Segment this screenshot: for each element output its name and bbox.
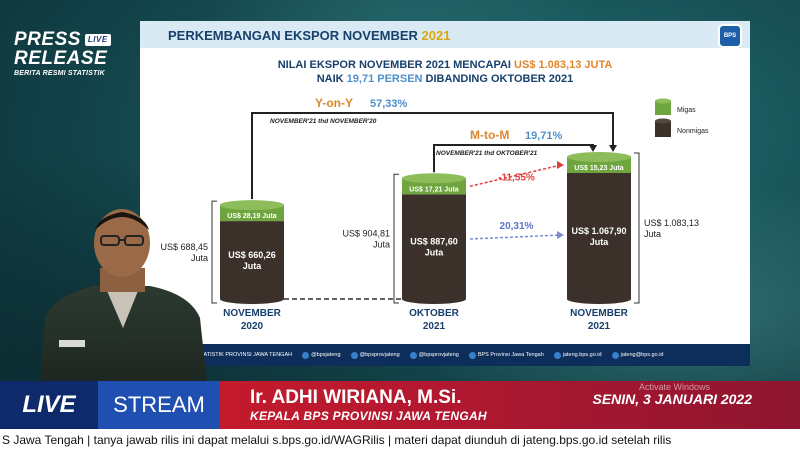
bar-nonmigas — [567, 172, 631, 299]
total-bracket — [634, 152, 640, 304]
bar-base — [220, 294, 284, 304]
category-label: NOVEMBER — [570, 308, 629, 319]
slide-header: PERKEMBANGAN EKSPOR NOVEMBER 2021 BPS — [140, 21, 750, 48]
footer-item: jateng@bps.go.id — [611, 351, 664, 359]
mtm-value: 19,71% — [525, 130, 563, 142]
bar-base — [402, 294, 466, 304]
mtm-label: M-to-M — [470, 128, 509, 142]
nonmigas-value: US$ 660,26 — [228, 250, 276, 260]
legend-migas: Migas — [677, 107, 696, 114]
migas-change-head — [557, 160, 564, 169]
legend-nonmigas-top — [655, 118, 671, 124]
social-icon — [611, 351, 619, 359]
mtm-arrowhead — [589, 144, 597, 152]
yoy-sub: NOVEMBER'21 thd NOVEMBER'20 — [270, 118, 377, 125]
lower-third: LIVE STREAM Ir. ADHI WIRIANA, M.Si. KEPA… — [0, 381, 800, 429]
slide-footer: BADAN PUSAT STATISTIK PROVINSI JAWA TENG… — [140, 344, 750, 366]
bar-top — [220, 200, 284, 211]
footer-item: @bpsprovjateng — [409, 351, 459, 359]
news-ticker: S Jawa Tengah | tanya jawab rilis ini da… — [0, 429, 800, 450]
category-label: NOVEMBER — [223, 308, 282, 319]
bar-top — [567, 151, 631, 162]
migas-label: US$ 15,23 Juta — [574, 165, 624, 172]
total-bracket — [211, 200, 217, 304]
nonmigas-change-arrow — [469, 234, 562, 240]
speaker-role: KEPALA BPS PROVINSI JAWA TENGAH — [250, 409, 487, 423]
legend-migas-top — [655, 98, 671, 104]
legend-nonmigas-swatch — [655, 121, 671, 137]
logo-press: PRESS — [14, 29, 81, 50]
legend-nonmigas: Nonmigas — [677, 128, 709, 135]
mtm-sub: NOVEMBER'21 thd OKTOBER'21 — [436, 150, 538, 157]
category-year: 2021 — [588, 321, 611, 332]
footer-item: jateng.bps.go.id — [553, 351, 602, 359]
headline-growth: NAIK 19,71 PERSEN DIBANDING OKTOBER 2021 — [316, 73, 574, 85]
total-bracket — [393, 173, 399, 304]
yoy-value: 57,33% — [370, 98, 408, 110]
total-unit: Juta — [373, 240, 390, 250]
speaker-name: Ir. ADHI WIRIANA, M.Si. — [250, 387, 462, 408]
bps-logo-icon: BPS — [718, 24, 742, 48]
category-label: OKTOBER — [409, 308, 460, 319]
live-label: LIVE — [0, 381, 98, 429]
nonmigas-change: 20,31% — [500, 221, 534, 232]
windows-watermark: Activate Windows — [638, 382, 710, 392]
migas-change: -11,55% — [498, 172, 535, 183]
total-unit: Juta — [644, 229, 661, 239]
social-icon — [409, 351, 417, 359]
migas-label: US$ 17,21 Juta — [409, 186, 459, 193]
social-icon — [350, 351, 358, 359]
headline-value: NILAI EKSPOR NOVEMBER 2021 MENCAPAI US$ … — [277, 59, 613, 71]
speaker-box: Ir. ADHI WIRIANA, M.Si. KEPALA BPS PROVI… — [220, 381, 800, 429]
footer-item: @bpsjateng — [302, 351, 341, 359]
stream-label: STREAM — [98, 381, 220, 429]
broadcast-date: SENIN, 3 JANUARI 2022 — [592, 391, 752, 407]
category-year: 2020 — [241, 321, 264, 332]
nonmigas-unit: Juta — [243, 261, 263, 271]
bar-nonmigas — [402, 194, 466, 299]
category-year: 2021 — [423, 321, 446, 332]
social-icon — [468, 351, 476, 359]
nonmigas-unit: Juta — [590, 237, 610, 247]
logo-release: RELEASE — [14, 48, 108, 69]
social-icon — [553, 351, 561, 359]
total-value: US$ 1.083,13 — [644, 218, 699, 228]
nonmigas-unit: Juta — [425, 248, 445, 258]
press-release-logo: PRESS LIVE RELEASE BERITA RESMI STATISTIK — [14, 30, 124, 77]
migas-change-arrow — [469, 164, 562, 187]
presenter-video — [40, 209, 207, 384]
bar-top — [402, 173, 466, 184]
legend-migas-swatch — [655, 101, 671, 115]
footer-item: @bpsprovjateng — [350, 351, 400, 359]
social-icon — [302, 351, 310, 359]
total-value: US$ 688,45 — [160, 242, 208, 252]
yoy-arrow — [251, 112, 614, 200]
logo-live-badge: LIVE — [84, 33, 111, 46]
nonmigas-change-head — [557, 231, 564, 239]
footer-item: BPS Provinsi Jawa Tengah — [468, 351, 544, 359]
total-value: US$ 904,81 — [342, 229, 390, 239]
nonmigas-value: US$ 887,60 — [410, 237, 458, 247]
presentation-slide: PERKEMBANGAN EKSPOR NOVEMBER 2021 BPS NI… — [140, 21, 750, 366]
total-unit: Juta — [191, 253, 208, 263]
yoy-label: Y-on-Y — [315, 96, 353, 110]
nonmigas-value: US$ 1.067,90 — [571, 226, 626, 236]
bar-base — [567, 294, 631, 304]
logo-tagline: BERITA RESMI STATISTIK — [14, 70, 105, 77]
migas-label: US$ 28,19 Juta — [227, 213, 277, 220]
slide-title: PERKEMBANGAN EKSPOR NOVEMBER 2021 — [168, 28, 451, 43]
bar-nonmigas — [220, 221, 284, 299]
yoy-arrowhead — [609, 144, 617, 152]
